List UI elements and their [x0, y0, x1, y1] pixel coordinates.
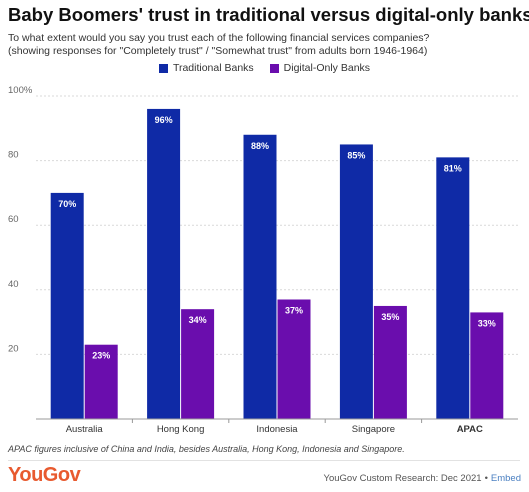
- bar-traditional-hong-kong: [147, 108, 181, 420]
- bar-digital-singapore: [373, 305, 407, 419]
- y-tick-label-20: 20: [8, 343, 19, 354]
- bar-traditional-australia: [50, 192, 84, 419]
- data-label-digital-hong-kong: 34%: [189, 315, 207, 325]
- data-label-traditional-indonesia: 88%: [251, 141, 269, 151]
- legend-label-traditional: Traditional Banks: [172, 62, 254, 74]
- legend: Traditional Banks Digital-Only Banks: [0, 62, 529, 74]
- embed-link[interactable]: Embed: [490, 473, 521, 484]
- yougov-logo: YouGov: [8, 464, 81, 486]
- data-label-digital-apac: 33%: [478, 318, 496, 328]
- legend-swatch-digital: [269, 63, 279, 73]
- data-label-digital-indonesia: 37%: [285, 305, 303, 315]
- data-label-digital-australia: 23%: [92, 351, 110, 361]
- x-tick-label-indonesia: Indonesia: [256, 424, 298, 435]
- bar-digital-australia: [84, 344, 118, 419]
- footer-divider: [8, 460, 520, 461]
- data-label-traditional-hong-kong: 96%: [155, 115, 173, 125]
- y-tick-label-40: 40: [8, 279, 19, 290]
- x-tick-label-hong-kong: Hong Kong: [157, 424, 205, 435]
- legend-item-traditional[interactable]: Traditional Banks: [158, 62, 254, 74]
- y-tick-label-60: 60: [8, 214, 19, 225]
- bar-digital-hong-kong: [181, 309, 215, 419]
- data-label-traditional-singapore: 85%: [347, 150, 365, 160]
- subtitle-note: (showing responses for "Completely trust…: [8, 45, 428, 57]
- bar-traditional-apac: [436, 157, 470, 419]
- source-separator: •: [484, 473, 488, 484]
- bar-chart: 20 40 60 80 100% 70% 23% Australia 96% 34% Hong Ko…: [8, 85, 518, 435]
- y-tick-label-100: 100%: [8, 85, 33, 96]
- legend-label-digital: Digital-Only Banks: [283, 62, 371, 74]
- chart-title: Baby Boomers' trust in traditional versu…: [8, 4, 529, 25]
- source-text: YouGov Custom Research: Dec 2021: [323, 473, 482, 484]
- data-label-digital-singapore: 35%: [381, 312, 399, 322]
- x-tick-label-apac: APAC: [457, 424, 483, 435]
- bar-digital-apac: [470, 312, 504, 419]
- data-label-traditional-apac: 81%: [444, 163, 462, 173]
- bar-traditional-indonesia: [243, 134, 277, 419]
- bar-digital-indonesia: [277, 299, 311, 419]
- source-line: YouGov Custom Research: Dec 2021 • Embed: [323, 473, 521, 484]
- legend-swatch-traditional: [158, 63, 168, 73]
- y-tick-label-80: 80: [8, 150, 19, 161]
- legend-item-digital[interactable]: Digital-Only Banks: [269, 62, 371, 74]
- bar-traditional-singapore: [339, 144, 373, 419]
- x-tick-label-australia: Australia: [66, 424, 104, 435]
- footnote: APAC figures inclusive of China and Indi…: [8, 444, 405, 454]
- subtitle-question: To what extent would you say you trust e…: [8, 32, 430, 44]
- chart-subtitle: To what extent would you say you trust e…: [8, 32, 523, 58]
- x-tick-label-singapore: Singapore: [352, 424, 395, 435]
- data-label-traditional-australia: 70%: [58, 199, 76, 209]
